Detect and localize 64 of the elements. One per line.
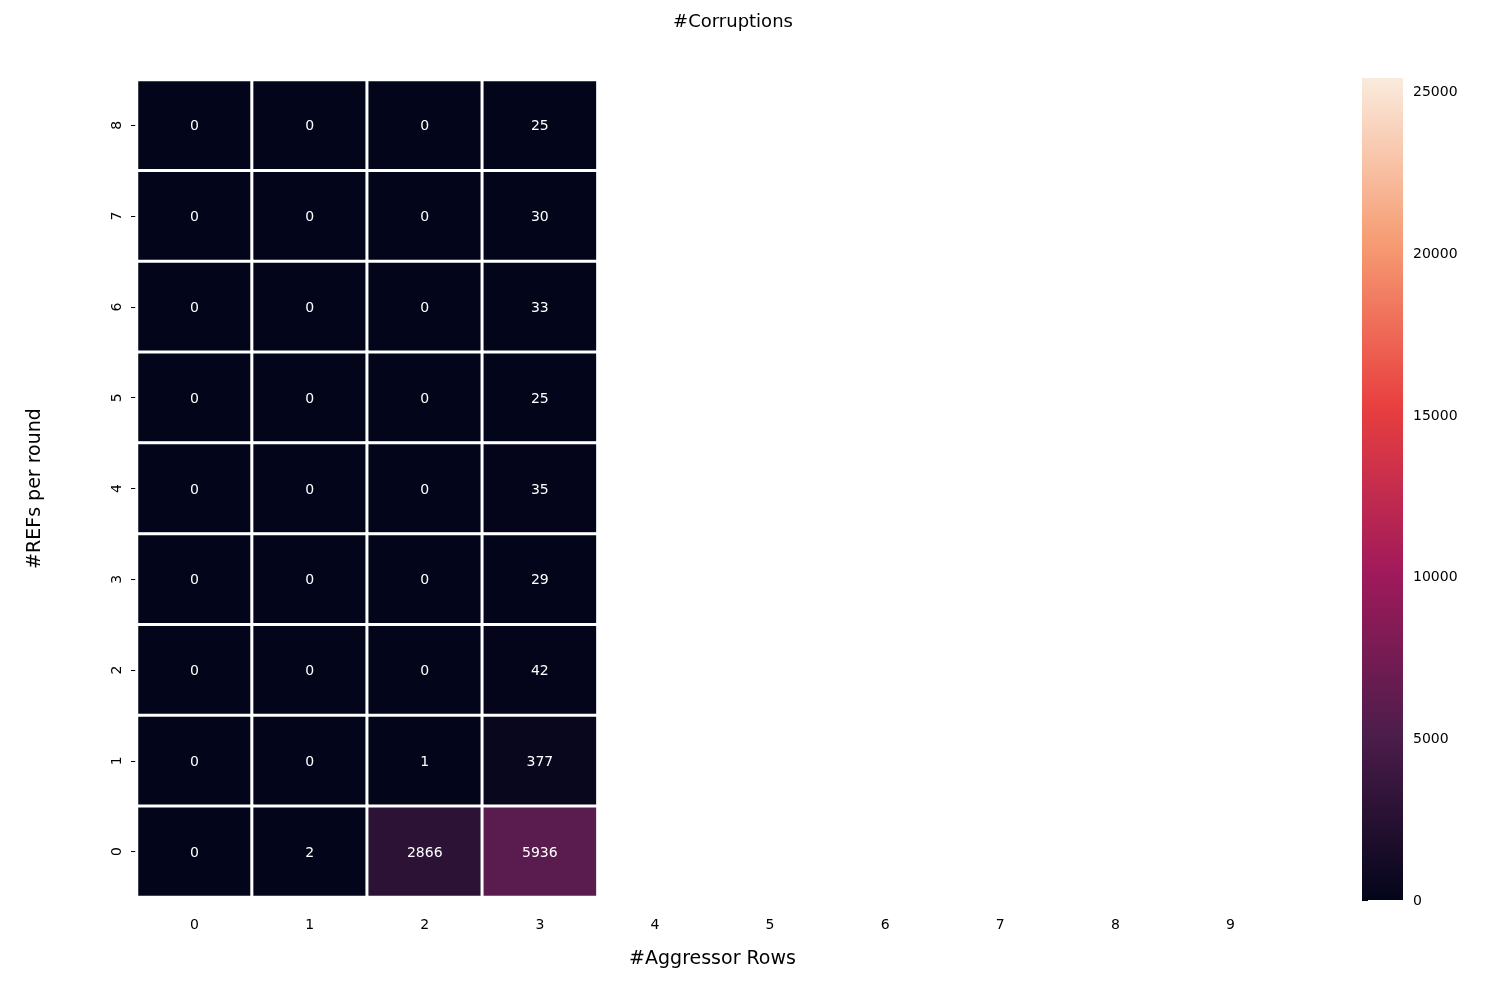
x-tick-label: 5 <box>765 916 775 932</box>
data-label: 29 <box>530 571 549 588</box>
data-label: 1 <box>420 752 430 769</box>
data-label: 0 <box>305 389 315 406</box>
y-tick-label: 5 <box>108 393 124 403</box>
x-tick-label: 4 <box>650 916 660 932</box>
y-tick-label: 3 <box>108 574 124 584</box>
x-tick-label: 1 <box>305 916 315 932</box>
color-bar-label: 25000 <box>1413 82 1458 99</box>
data-label: 0 <box>190 662 200 679</box>
data-label: 0 <box>420 480 430 497</box>
data-label: 33 <box>530 298 549 315</box>
x-tick-label: 7 <box>995 916 1005 932</box>
data-label: 5936 <box>522 843 558 860</box>
data-label: 2 <box>305 843 315 860</box>
data-label: 0 <box>305 480 315 497</box>
color-bar-label: 20000 <box>1413 244 1458 261</box>
y-axis-title: #REFs per round <box>21 408 44 569</box>
data-label: 0 <box>190 117 200 134</box>
x-tick-label: 0 <box>190 916 200 932</box>
data-label: 0 <box>305 117 315 134</box>
data-label: 377 <box>526 752 554 769</box>
x-tick-label: 6 <box>880 916 890 932</box>
data-label: 0 <box>420 571 430 588</box>
y-tick-label: 2 <box>108 665 124 675</box>
color-bar-label: 10000 <box>1413 568 1458 585</box>
y-tick-label: 1 <box>108 756 124 766</box>
data-label: 0 <box>305 662 315 679</box>
data-label: 0 <box>305 208 315 225</box>
y-tick-label: 4 <box>108 483 124 493</box>
x-tick-label: 2 <box>420 916 430 932</box>
data-label: 25 <box>530 389 549 406</box>
color-bar-label: 5000 <box>1413 730 1449 747</box>
y-tick-label: 8 <box>108 120 124 130</box>
data-label: 0 <box>190 389 200 406</box>
data-label: 0 <box>420 117 430 134</box>
data-label: 0 <box>190 843 200 860</box>
data-label: 0 <box>305 298 315 315</box>
x-tick-label: 3 <box>535 916 545 932</box>
y-tick-label: 6 <box>108 302 124 312</box>
data-label: 0 <box>420 662 430 679</box>
data-label: 0 <box>305 571 315 588</box>
y-tick-label: 0 <box>108 847 124 857</box>
data-label: 30 <box>530 208 549 225</box>
color-bar-label: 0 <box>1413 892 1422 908</box>
data-label: 0 <box>305 752 315 769</box>
data-label: 2866 <box>406 843 443 860</box>
x-tick-label: 9 <box>1225 916 1235 932</box>
data-label: 25 <box>530 117 549 134</box>
data-label: 0 <box>420 389 430 406</box>
data-label: 0 <box>420 298 430 315</box>
color-bar-label: 15000 <box>1413 406 1458 423</box>
data-label: 0 <box>420 208 430 225</box>
data-label: 0 <box>190 298 200 315</box>
data-label: 0 <box>190 571 200 588</box>
data-label: 42 <box>530 662 549 679</box>
y-tick-label: 7 <box>108 211 124 221</box>
chart-title: #Corruptions <box>673 9 793 31</box>
x-tick-label: 8 <box>1110 916 1120 932</box>
data-label: 0 <box>190 752 200 769</box>
x-axis-title: #Aggressor Rows <box>629 945 796 968</box>
data-label: 0 <box>190 208 200 225</box>
data-label: 0 <box>190 480 200 497</box>
data-label: 35 <box>530 480 549 497</box>
